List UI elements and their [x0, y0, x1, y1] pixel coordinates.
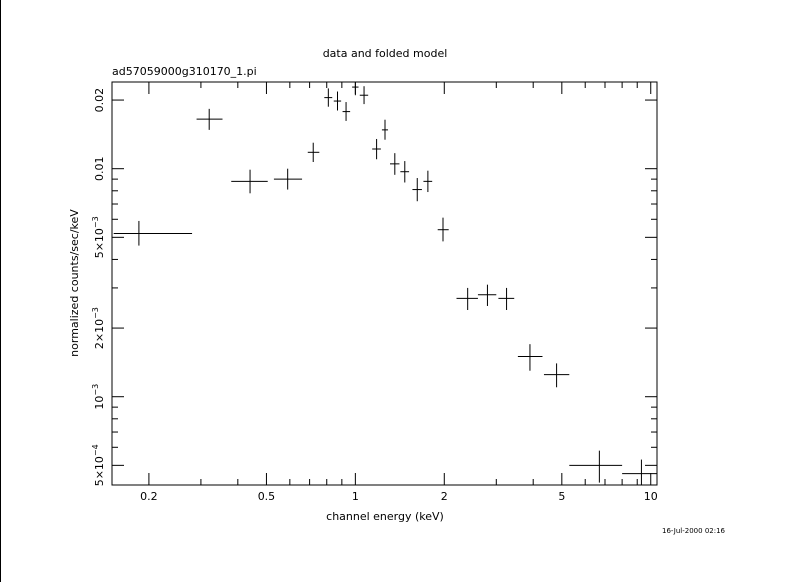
data-point [543, 363, 570, 388]
data-point [569, 450, 623, 483]
y-tick-label: 2×10−3 [91, 307, 106, 349]
data-point [381, 119, 389, 140]
window-left-edge [0, 0, 1, 582]
data-point [372, 138, 381, 160]
data-point [196, 108, 223, 130]
x-tick-label: 0.2 [140, 490, 158, 503]
y-tick-mantissa: 0.02 [93, 88, 106, 113]
chart-subtitle: ad57059000g310170_1.pi [112, 65, 257, 78]
data-point [477, 284, 497, 306]
data-point [437, 217, 449, 242]
data-point [273, 168, 303, 190]
y-tick-exponent: −3 [91, 216, 100, 228]
data-point [307, 142, 320, 162]
data-point [517, 344, 543, 371]
x-tick-label: 10 [644, 490, 658, 503]
data-point [359, 86, 369, 105]
y-tick-mantissa: 5×10 [93, 456, 106, 486]
data-point [622, 459, 657, 485]
y-tick-label: 5×10−3 [91, 216, 106, 258]
x-tick-label: 2 [441, 490, 448, 503]
plot-area [111, 81, 658, 486]
y-tick-label: 5×10−4 [91, 444, 106, 486]
data-point [352, 82, 359, 96]
y-tick-label: 10−3 [91, 384, 106, 410]
y-axis-label: normalized counts/sec/keV [68, 209, 81, 357]
y-tick-mantissa: 5×10 [93, 228, 106, 258]
x-axis-label: channel energy (keV) [326, 510, 444, 523]
x-tick-label: 0.5 [258, 490, 276, 503]
y-tick-label: 0.02 [93, 88, 106, 113]
y-tick-mantissa: 0.01 [93, 156, 106, 181]
chart-title: data and folded model [323, 47, 448, 60]
y-tick-label: 0.01 [93, 156, 106, 181]
data-point [412, 178, 422, 202]
data-point [324, 88, 333, 107]
data-points [113, 82, 657, 485]
data-point [400, 161, 410, 183]
data-point [423, 170, 433, 193]
y-tick-exponent: −3 [91, 384, 100, 396]
data-point [333, 91, 342, 111]
data-point [456, 287, 478, 311]
data-point [498, 287, 515, 311]
timestamp: 16-Jul-2000 02:16 [662, 527, 726, 535]
y-tick-exponent: −3 [91, 307, 100, 319]
y-tick-exponent: −4 [91, 444, 100, 456]
x-tick-label: 5 [558, 490, 565, 503]
y-tick-mantissa: 10 [93, 396, 106, 410]
axis-ticks: 0.2 0.5 1 2 5 105×10−410−32×10−35×10−30.010.0… [91, 82, 658, 503]
data-point [390, 153, 400, 175]
data-point [231, 169, 268, 194]
data-point [113, 220, 193, 246]
data-point [342, 102, 351, 121]
x-tick-label: 1 [352, 490, 359, 503]
y-tick-mantissa: 2×10 [93, 319, 106, 349]
